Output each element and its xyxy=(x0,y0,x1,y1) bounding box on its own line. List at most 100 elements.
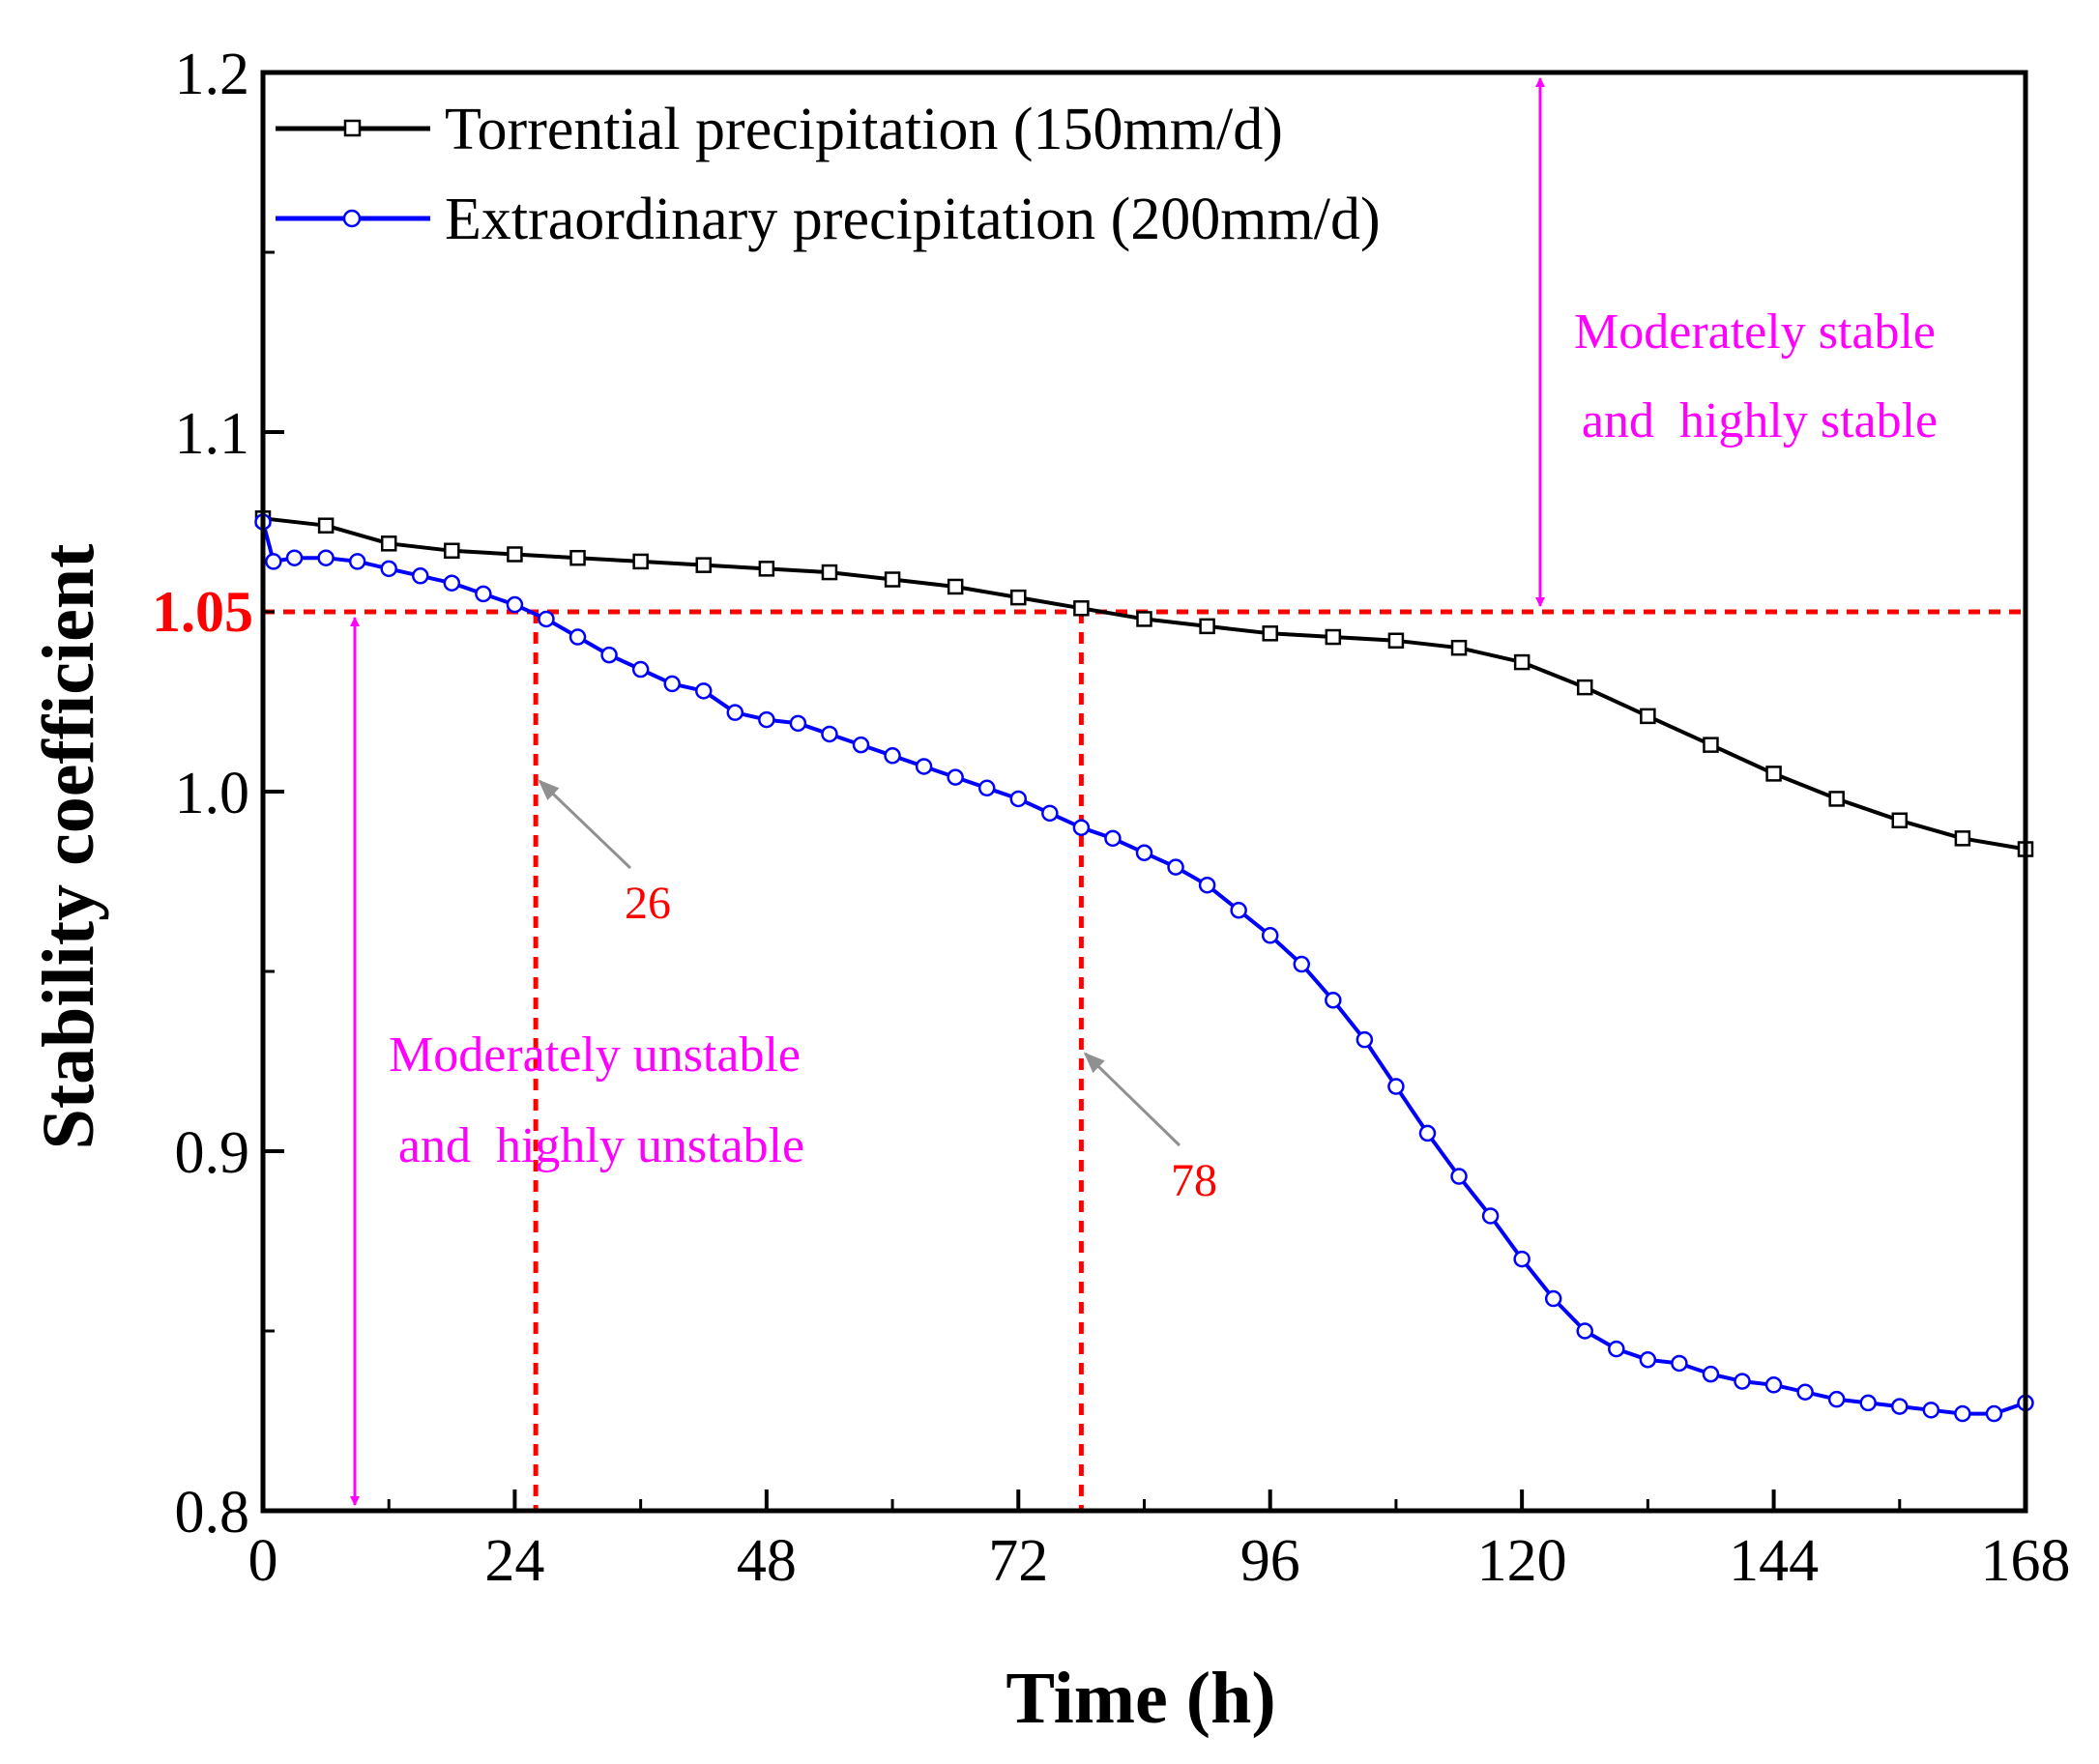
x-tick-label: 168 xyxy=(1981,1528,2071,1594)
legend-marker-extraordinary xyxy=(342,209,362,228)
data-point xyxy=(1136,611,1152,627)
data-point xyxy=(1198,876,1216,894)
region-stable-line-1: Moderately stable xyxy=(1574,304,1936,360)
x-tick-label: 72 xyxy=(988,1528,1048,1594)
data-point xyxy=(695,557,712,573)
data-point xyxy=(506,595,524,614)
data-point xyxy=(821,564,838,581)
data-point xyxy=(1010,589,1027,606)
y-tick-label: 1.0 xyxy=(175,761,250,826)
data-point xyxy=(1041,804,1059,823)
y-tick-label: 1.2 xyxy=(175,42,250,107)
data-point xyxy=(1985,1404,2003,1423)
data-point xyxy=(821,725,838,743)
data-point xyxy=(1450,639,1468,656)
data-point xyxy=(1954,830,1971,847)
legend-label-torrential: Torrential precipitation (150mm/d) xyxy=(445,97,1283,162)
data-point xyxy=(632,553,649,570)
data-point xyxy=(1576,1322,1593,1340)
data-point xyxy=(1293,955,1311,973)
data-point xyxy=(1261,927,1279,944)
data-point xyxy=(663,675,681,693)
data-point xyxy=(1577,679,1593,696)
data-point xyxy=(1827,1390,1846,1408)
data-point xyxy=(947,578,964,595)
data-point xyxy=(538,610,555,628)
data-point xyxy=(317,517,335,534)
y-axis-title: Stability coefficient xyxy=(28,544,109,1150)
data-point xyxy=(475,585,492,603)
data-point xyxy=(1009,790,1028,808)
annotation-layer xyxy=(350,77,1545,1506)
data-point xyxy=(317,549,335,566)
series-layer xyxy=(254,510,2034,1423)
data-point xyxy=(380,560,397,578)
x-axis-title: Time (h) xyxy=(1006,1658,1275,1739)
data-point xyxy=(1891,1398,1909,1415)
x-tick-label: 144 xyxy=(1729,1528,1819,1594)
data-point xyxy=(1418,1124,1437,1142)
data-point xyxy=(852,736,870,754)
data-point xyxy=(380,535,397,552)
data-point xyxy=(631,660,650,679)
data-point xyxy=(758,561,775,577)
x-tick-label: 0 xyxy=(248,1528,278,1594)
pointer-arrow-26 xyxy=(538,779,632,870)
data-point xyxy=(1072,819,1091,836)
data-point xyxy=(265,553,282,570)
data-point xyxy=(1167,858,1184,876)
legend-marker-torrential xyxy=(343,119,362,137)
data-point xyxy=(348,553,366,570)
data-point xyxy=(1734,1373,1751,1390)
y-tick-label: 1.1 xyxy=(175,401,250,467)
data-point xyxy=(1073,600,1090,617)
data-point xyxy=(947,768,964,786)
data-point xyxy=(1513,1250,1531,1268)
data-point xyxy=(1481,1207,1500,1225)
data-point xyxy=(726,704,744,721)
data-point xyxy=(1230,902,1247,919)
data-point xyxy=(1891,812,1909,829)
x-tick-label: 48 xyxy=(737,1528,797,1594)
series-markers-extraordinary xyxy=(254,513,2034,1423)
region-unstable-line-1: Moderately unstable xyxy=(389,1027,801,1083)
data-point xyxy=(1954,1404,1971,1423)
axes-layer: 0 24 48 72 96 120 144 168 0.8 0.9 1.0 1.1 1.2 xyxy=(175,42,2071,1594)
data-point xyxy=(600,646,618,664)
data-point xyxy=(1859,1394,1877,1412)
data-point xyxy=(1544,1289,1562,1308)
y-tick-label: 0.9 xyxy=(175,1120,250,1186)
legend: Torrential precipitation (150mm/d) Extra… xyxy=(276,97,1381,252)
data-point xyxy=(444,542,460,560)
data-point xyxy=(1387,1078,1405,1095)
data-point xyxy=(568,628,587,646)
data-point xyxy=(1671,1354,1688,1373)
data-point xyxy=(758,710,775,729)
data-point xyxy=(884,571,901,588)
x-tick-label: 96 xyxy=(1240,1528,1300,1594)
data-point xyxy=(1513,653,1531,671)
data-point xyxy=(569,549,586,566)
data-point xyxy=(412,567,429,585)
pointer-arrow-78 xyxy=(1083,1052,1181,1147)
data-point xyxy=(1640,708,1656,725)
series-line-extraordinary xyxy=(261,521,2026,1416)
data-point xyxy=(1608,1340,1625,1358)
data-point xyxy=(1199,618,1215,635)
data-point xyxy=(1325,628,1342,646)
data-point xyxy=(1262,625,1278,642)
data-point xyxy=(507,546,523,563)
data-point xyxy=(1703,737,1719,753)
region-unstable-line-2: and highly unstable xyxy=(398,1118,804,1173)
data-point xyxy=(1325,992,1342,1009)
data-point xyxy=(789,714,807,733)
x-tick-label: 24 xyxy=(484,1528,544,1594)
x-tick-label: 120 xyxy=(1477,1528,1567,1594)
data-point xyxy=(1356,1030,1374,1049)
region-stable-line-2: and highly stable xyxy=(1582,393,1938,448)
crossing-label-26: 26 xyxy=(625,878,671,929)
data-point xyxy=(1702,1365,1720,1383)
data-point xyxy=(1765,766,1782,782)
